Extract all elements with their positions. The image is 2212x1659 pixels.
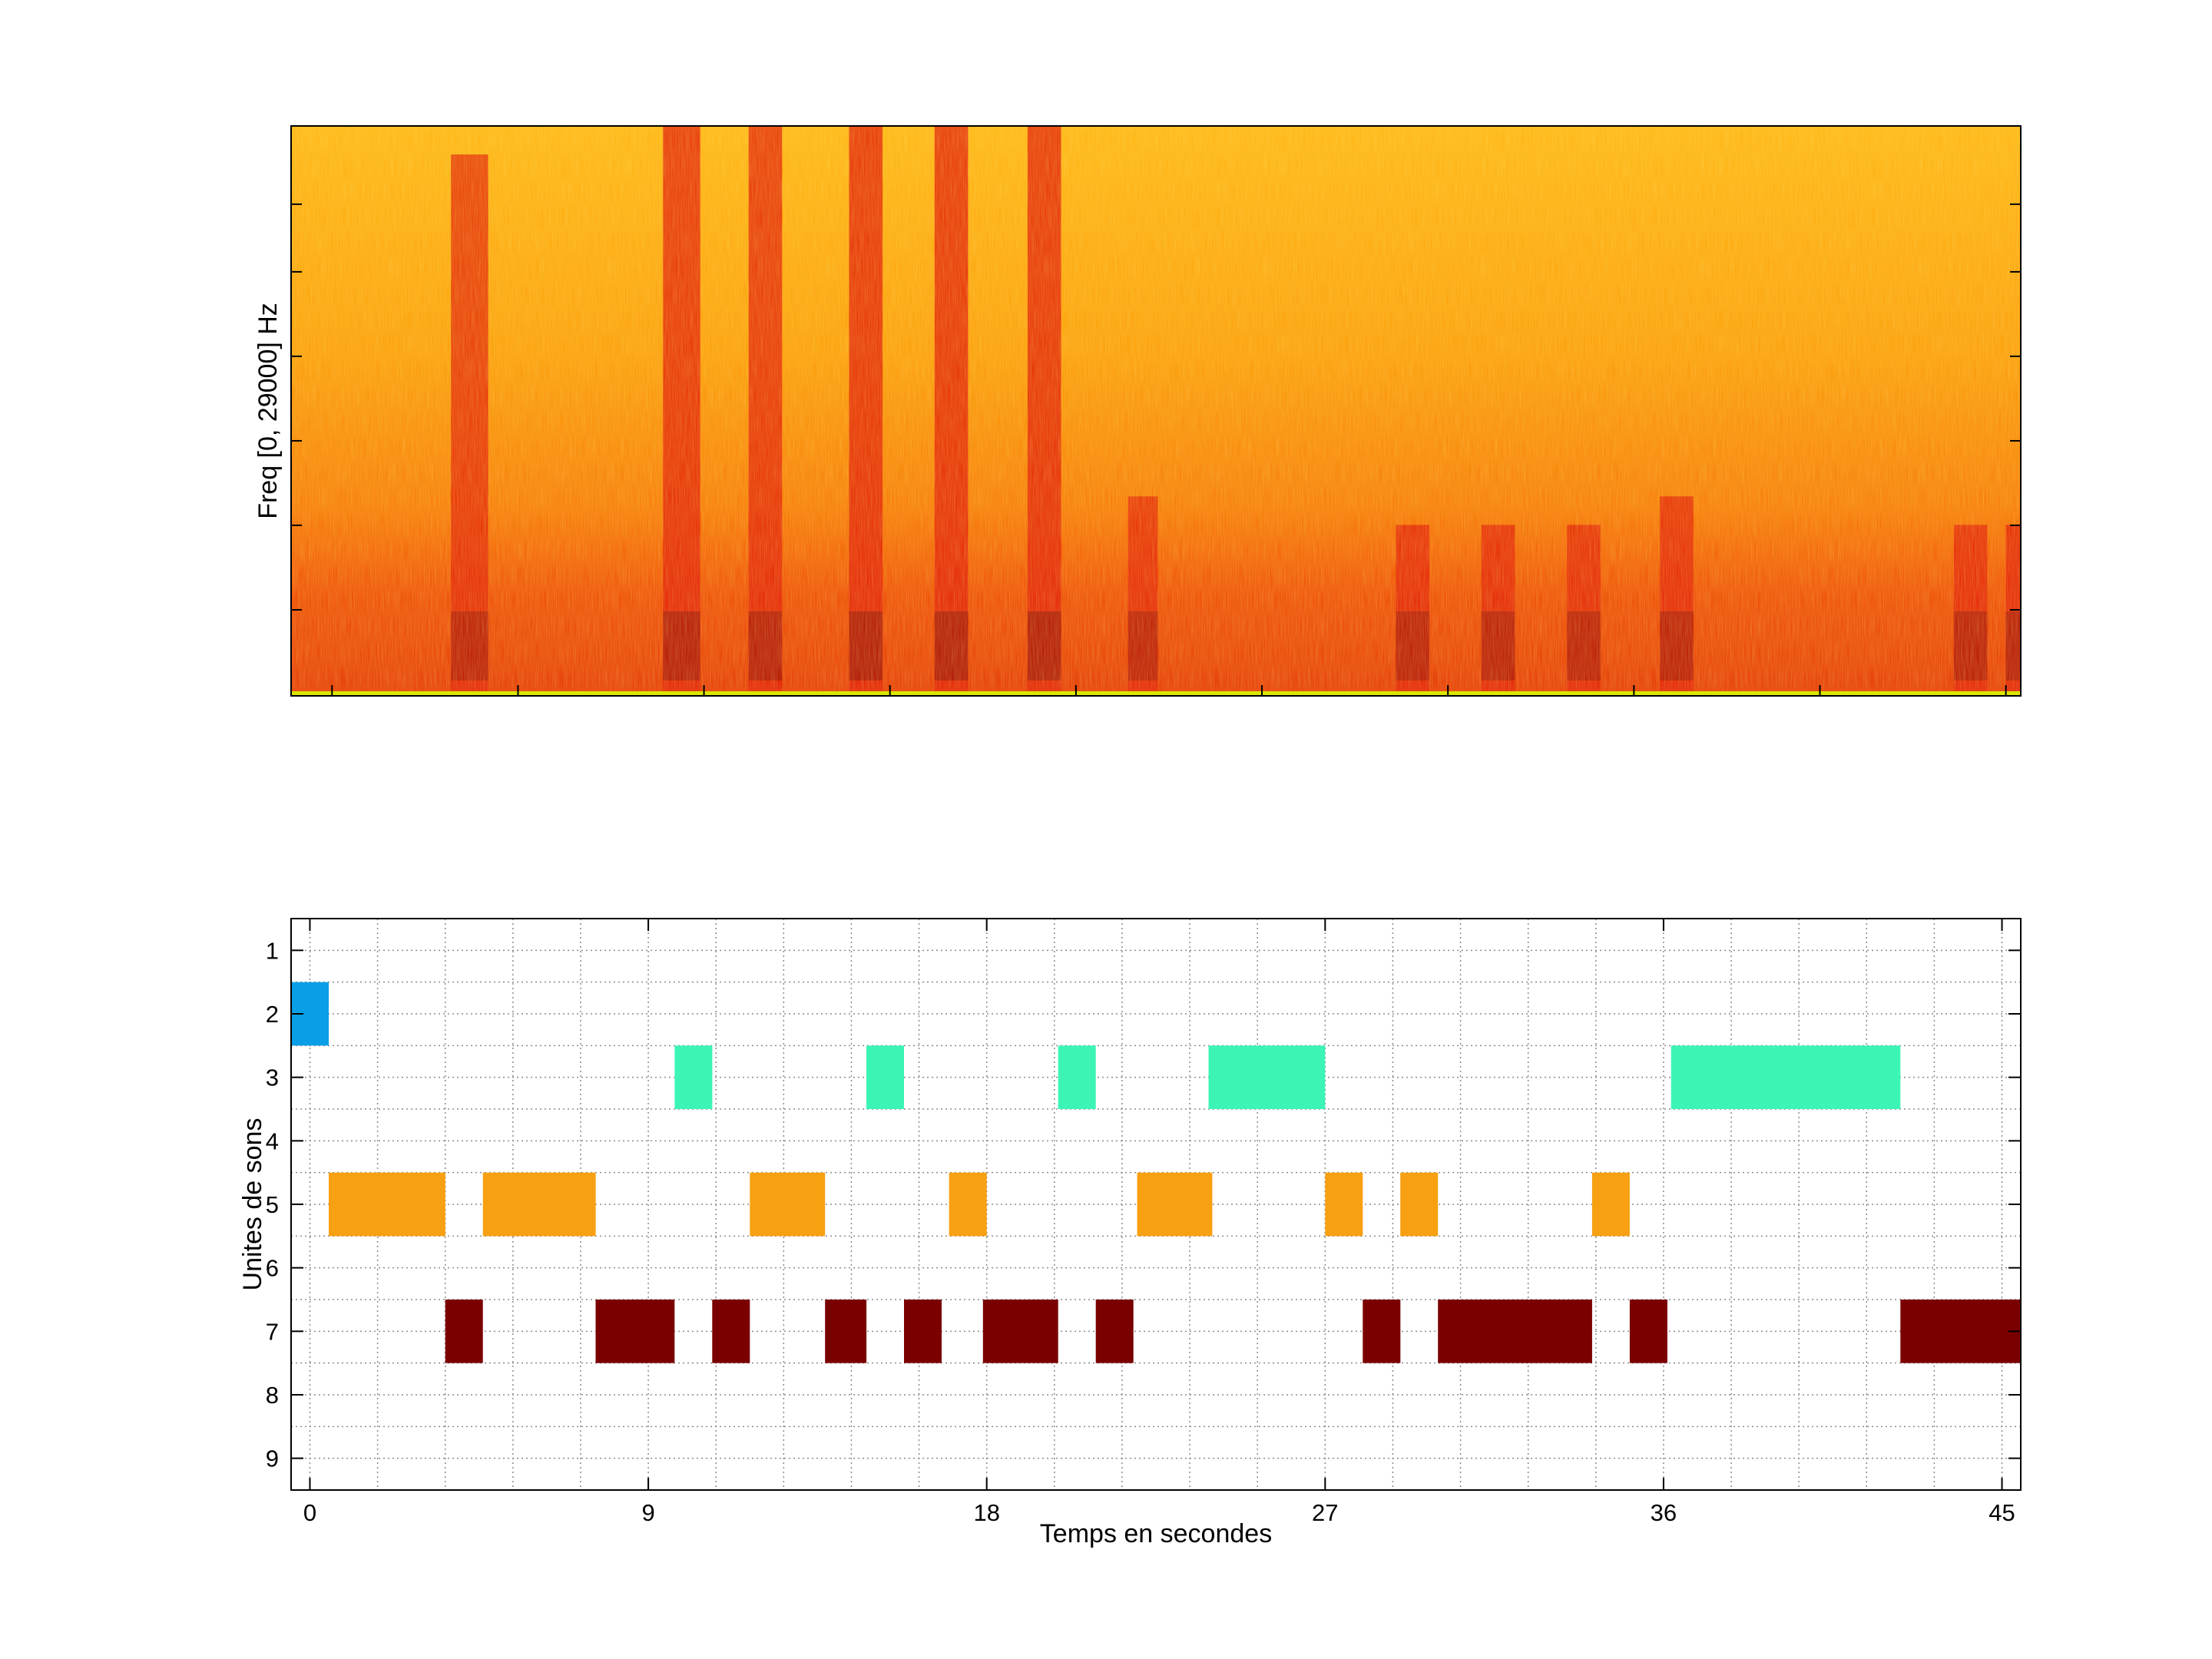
segment-unit5-1	[482, 1172, 596, 1237]
segment-unit5-4	[1137, 1172, 1213, 1237]
segment-unit5-7	[1591, 1172, 1630, 1237]
spectrogram-ylabel: Freq [0, 29000] Hz	[253, 303, 283, 519]
timeline-xtick-label-4: 36	[1651, 1499, 1677, 1526]
segment-unit5-5	[1325, 1172, 1363, 1237]
timeline-xlabel: Temps en secondes	[1040, 1519, 1272, 1548]
timeline-ytick-label-8: 9	[266, 1445, 279, 1472]
segment-unit7-4	[904, 1300, 942, 1363]
segment-unit7-8	[1438, 1300, 1592, 1363]
timeline-xtick-label-2: 18	[973, 1499, 999, 1526]
segment-unit7-9	[1629, 1300, 1667, 1363]
timeline-ytick-label-1: 2	[266, 1001, 279, 1028]
timeline-ytick-label-3: 4	[266, 1128, 279, 1154]
timeline-ytick-label-6: 7	[266, 1318, 279, 1345]
segment-unit3-0	[674, 1045, 713, 1109]
spectrogram-baseline	[291, 691, 2021, 696]
spectrogram-panel: Freq [0, 29000] Hz	[253, 125, 2022, 697]
segment-unit5-0	[329, 1172, 445, 1237]
segment-unit5-2	[750, 1172, 826, 1237]
segment-unit5-3	[949, 1172, 987, 1237]
segment-unit7-6	[1095, 1300, 1134, 1363]
segment-unit7-2	[712, 1300, 750, 1363]
timeline-xtick-label-0: 0	[303, 1499, 316, 1526]
segment-unit7-0	[445, 1300, 483, 1363]
timeline-xtick-label-3: 27	[1312, 1499, 1338, 1526]
segment-unit7-5	[982, 1300, 1058, 1363]
spectrogram-frame	[290, 125, 2022, 697]
spectrogram-ticks	[291, 203, 2021, 696]
timeline-xtick-label-1: 9	[641, 1499, 654, 1526]
timeline-ylabel: Unites de sons	[238, 1118, 267, 1291]
segment-unit7-1	[595, 1300, 675, 1363]
segment-unit7-3	[825, 1300, 867, 1363]
timeline-ytick-label-4: 5	[266, 1191, 279, 1218]
segment-unit3-3	[1208, 1045, 1326, 1109]
segment-unit5-6	[1400, 1172, 1439, 1237]
timeline-xtick-label-5: 45	[1988, 1499, 2015, 1526]
segment-unit7-10	[1900, 1300, 2021, 1363]
timeline-ytick-label-5: 6	[266, 1255, 279, 1282]
timeline-ytick-label-0: 1	[266, 937, 279, 964]
segment-unit7-7	[1363, 1300, 1401, 1363]
timeline-ytick-label-2: 3	[266, 1065, 279, 1091]
segment-unit3-1	[866, 1045, 904, 1109]
segment-unit3-4	[1671, 1045, 1901, 1109]
timeline-ytick-label-7: 8	[266, 1382, 279, 1409]
segment-unit3-2	[1058, 1045, 1096, 1109]
timeline-segments	[291, 982, 2021, 1363]
spectrogram-noise-texture	[291, 126, 2021, 696]
